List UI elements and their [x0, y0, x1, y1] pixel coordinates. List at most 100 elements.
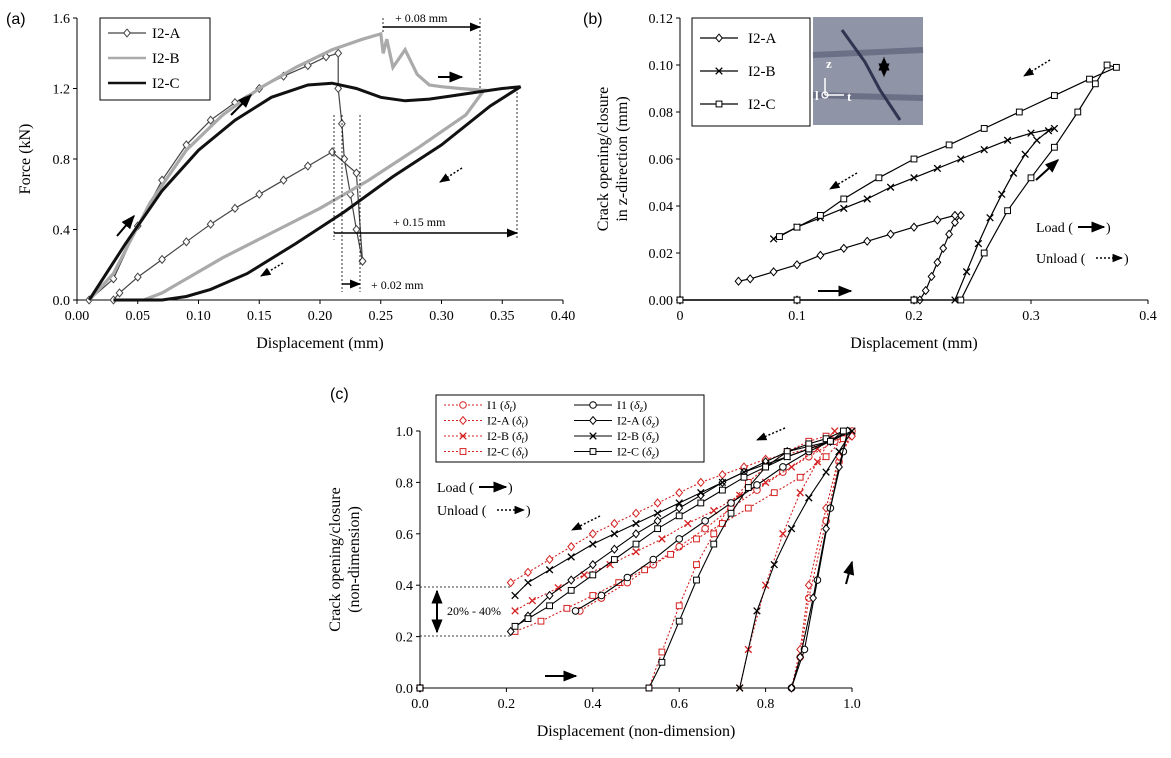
data-point: [950, 217, 959, 228]
data-point: [230, 203, 239, 214]
data-point: [800, 645, 809, 654]
data-point: [962, 268, 971, 276]
panel-a: (a) 0.00 0.05 0.10 0.15 0.20 0.25 0.30 0.35 0.40…: [6, 11, 575, 352]
data-point: [701, 517, 709, 525]
panel-c-x-tick-label: 0.8: [757, 697, 775, 712]
data-point: [693, 561, 700, 569]
panel-b-y-tick-label: 0.00: [649, 294, 674, 309]
data-point: [563, 604, 571, 612]
panel-a-y-tick-label: 0.8: [53, 153, 71, 168]
data-point: [654, 525, 662, 533]
panel-c-y-tick-label: 0.2: [396, 631, 414, 646]
data-point: [822, 523, 831, 534]
panel-a-y-tick-label: 0.0: [53, 294, 71, 309]
data-point: [793, 223, 801, 231]
unload-close-paren: ): [1124, 252, 1129, 267]
data-point: [545, 590, 554, 601]
series-line-i2-b: [680, 127, 1055, 301]
data-point: [787, 683, 796, 693]
c-unload-label: Unload (: [437, 504, 487, 519]
data-point: [611, 556, 618, 563]
data-point: [653, 498, 662, 508]
panel-b-load-legend: Load ( ) Unload ( ): [1036, 221, 1129, 267]
data-point: [334, 83, 343, 94]
unload-label: Unload (: [1036, 252, 1086, 267]
legend-label: I2-B: [152, 51, 180, 67]
data-point: [727, 509, 735, 517]
panel-b-y-tick-label: 0.10: [649, 59, 674, 74]
data-point: [1113, 63, 1120, 71]
inset-l-label: l: [815, 88, 819, 103]
data-point: [255, 189, 264, 199]
legend-label: I2-A (δt): [487, 414, 528, 430]
data-point: [697, 488, 705, 497]
panel-c-y-tick-label: 0.4: [396, 579, 414, 594]
data-point: [886, 229, 895, 239]
data-point: [945, 229, 954, 239]
panel-a-x-tick-label: 0.30: [429, 309, 454, 324]
panel-c-x-tick-label: 0.2: [498, 697, 516, 712]
data-point: [675, 542, 684, 551]
legend-label: I2-C: [152, 76, 180, 92]
arrow-load-1: [116, 214, 135, 237]
panel-c-x-tick-label: 0.4: [584, 697, 602, 712]
data-point: [787, 524, 796, 533]
data-point: [567, 553, 575, 561]
panel-c-x-tick-label: 0.6: [670, 697, 688, 712]
data-point: [133, 272, 142, 282]
data-point: [933, 215, 942, 225]
data-point: [787, 463, 796, 471]
data-point: [115, 288, 124, 298]
data-point: [511, 591, 519, 600]
data-point: [957, 155, 965, 163]
legend-label: I1 (δz): [617, 398, 647, 414]
arrow-unload-2: [260, 262, 284, 277]
data-point: [945, 141, 953, 149]
data-point: [793, 296, 801, 304]
data-point: [927, 271, 936, 282]
panel-c-letter: (c): [330, 386, 349, 403]
data-point: [910, 222, 918, 232]
data-point: [863, 195, 871, 203]
data-point: [804, 580, 813, 590]
panel-b-x-axis-title: Displacement (mm): [850, 335, 978, 352]
series-line-i2-c: [87, 81, 522, 302]
inset-origin: [821, 91, 829, 99]
arrow-unload-1: [439, 167, 463, 183]
panel-a-y-tick-label: 1.6: [53, 12, 71, 27]
data-point: [710, 540, 718, 548]
data-point: [1004, 207, 1012, 215]
legend-marker: [715, 33, 723, 43]
panel-b-y-tick-label: 0.12: [649, 12, 674, 27]
data-point: [1044, 127, 1053, 135]
data-point: [710, 530, 718, 538]
data-point: [701, 524, 709, 533]
data-point: [675, 503, 684, 513]
c-unload-close-paren: ): [526, 504, 531, 519]
data-point: [939, 243, 948, 253]
legend-marker: [459, 448, 467, 455]
data-point: [1009, 169, 1018, 177]
data-point: [1091, 80, 1099, 88]
data-point: [206, 219, 215, 229]
data-point: [974, 239, 983, 248]
data-point: [1051, 92, 1058, 99]
data-point: [340, 154, 349, 164]
data-point: [770, 560, 778, 569]
annot-label-002: + 0.02 mm: [371, 278, 424, 292]
data-point: [182, 237, 191, 247]
data-point: [545, 566, 554, 574]
crack-photo-inset: z l t: [812, 17, 924, 125]
data-point: [554, 584, 562, 592]
data-point: [910, 174, 918, 182]
data-point: [762, 463, 770, 471]
data-point: [615, 579, 623, 587]
data-point: [334, 48, 343, 58]
data-point: [1074, 108, 1082, 116]
data-point: [567, 541, 576, 552]
panel-b-letter: (b): [583, 11, 603, 28]
data-point: [796, 652, 805, 662]
data-point: [610, 518, 619, 529]
data-point: [770, 489, 778, 497]
data-point: [610, 530, 619, 538]
